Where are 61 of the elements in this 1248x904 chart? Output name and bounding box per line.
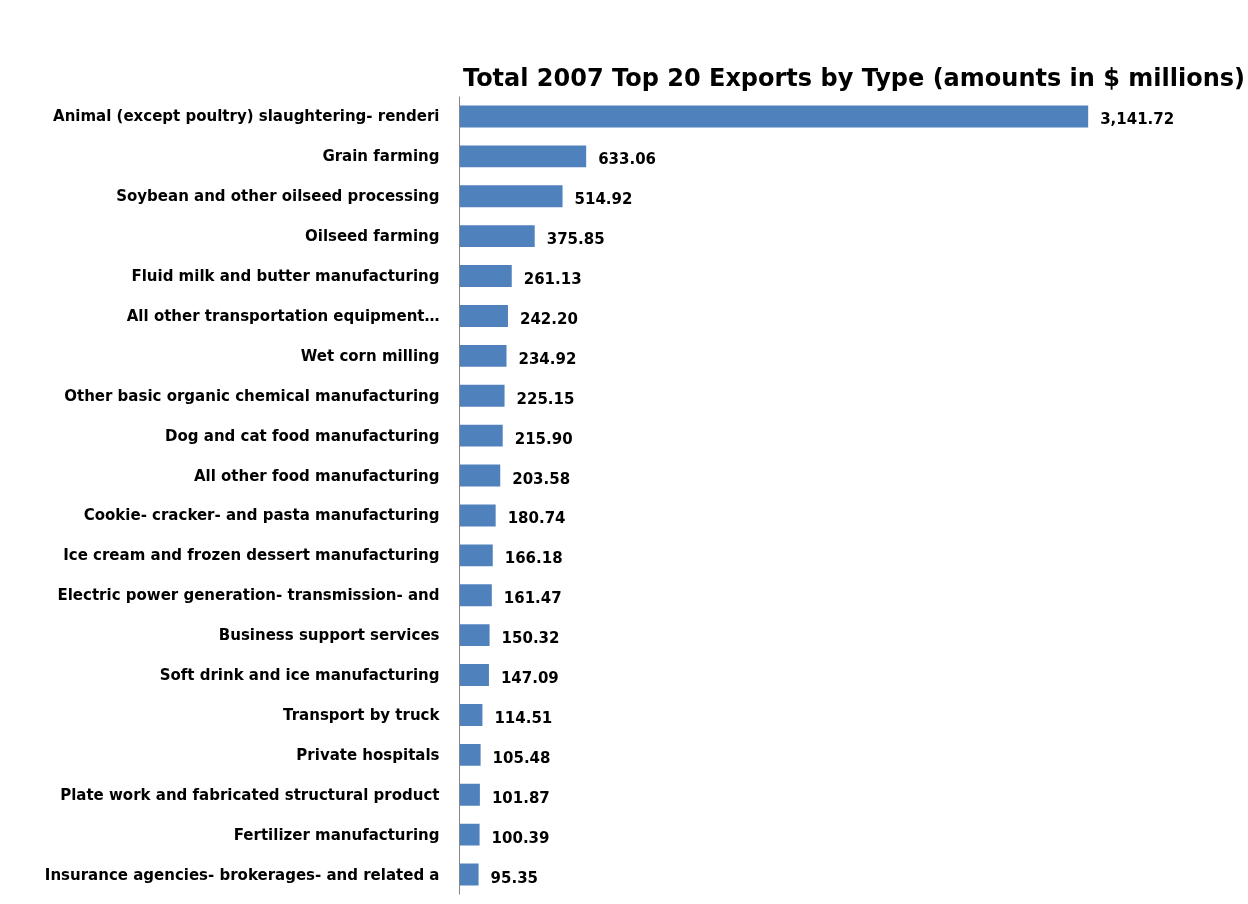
data-label: 225.15 <box>516 389 575 408</box>
data-label: 180.74 <box>507 509 566 528</box>
y-tick-label: Cookie- cracker- and pasta manufacturing <box>83 506 440 525</box>
y-tick-label: Soybean and other oilseed processing <box>116 187 440 206</box>
bar <box>459 703 483 726</box>
data-label: 261.13 <box>523 270 582 289</box>
bar <box>459 504 496 527</box>
y-tick-label: Fluid milk and butter manufacturing <box>131 267 440 286</box>
bar <box>459 783 480 806</box>
data-label: 203.58 <box>512 469 571 488</box>
data-label: 3,141.72 <box>1100 110 1175 129</box>
bar <box>459 265 512 288</box>
y-tick-label: Animal (except poultry) slaughtering- renderi <box>53 107 440 126</box>
data-label: 375.85 <box>546 230 605 249</box>
data-label: 633.06 <box>598 150 657 169</box>
bar <box>459 384 505 407</box>
bar <box>459 344 507 367</box>
y-tick-label: Grain farming <box>322 147 440 166</box>
y-tick-label: Insurance agencies- brokerages- and related a <box>44 865 440 884</box>
bar <box>459 863 479 886</box>
y-tick-label: All other food manufacturing <box>193 466 440 485</box>
bar <box>459 185 563 208</box>
data-label: 242.20 <box>519 309 578 328</box>
y-tick-label: Other basic organic chemical manufacturing <box>64 386 440 405</box>
bar <box>459 225 535 248</box>
data-label: 514.92 <box>574 190 633 209</box>
bar <box>459 105 1089 128</box>
data-label: 147.09 <box>500 669 559 688</box>
bar <box>459 584 492 607</box>
y-tick-label: All other transportation equipment… <box>126 306 440 325</box>
data-label: 150.32 <box>501 629 560 648</box>
bar <box>459 544 493 567</box>
bar <box>459 304 508 327</box>
y-tick-label: Transport by truck <box>283 705 441 724</box>
bar <box>459 145 587 168</box>
y-tick-label: Dog and cat food manufacturing <box>165 426 440 445</box>
data-label: 100.39 <box>491 828 550 847</box>
y-tick-label: Plate work and fabricated structural product <box>60 785 440 804</box>
y-tick-label: Ice cream and frozen dessert manufacturing <box>63 546 440 565</box>
bar <box>459 424 503 447</box>
y-tick-label: Fertilizer manufacturing <box>233 825 440 844</box>
data-label: 95.35 <box>490 868 539 887</box>
bar <box>459 664 489 687</box>
y-tick-label: Wet corn milling <box>300 346 440 365</box>
bar <box>459 743 481 766</box>
data-label: 101.87 <box>491 788 550 807</box>
data-label: 166.18 <box>504 549 563 568</box>
y-tick-label: Private hospitals <box>296 745 440 764</box>
bar <box>459 624 490 647</box>
chart-title: Total 2007 Top 20 Exports by Type (amounts in $ millions) <box>462 63 1246 92</box>
bar <box>459 823 480 846</box>
y-tick-label: Business support services <box>218 626 440 645</box>
bar <box>459 464 501 487</box>
y-tick-label: Soft drink and ice manufacturing <box>159 666 440 685</box>
y-tick-label: Electric power generation- transmission- and <box>57 586 440 605</box>
data-label: 105.48 <box>492 748 551 767</box>
data-label: 215.90 <box>514 429 573 448</box>
y-tick-label: Oilseed farming <box>305 227 440 246</box>
data-label: 114.51 <box>494 708 553 727</box>
data-label: 234.92 <box>518 349 577 368</box>
data-label: 161.47 <box>503 589 562 608</box>
